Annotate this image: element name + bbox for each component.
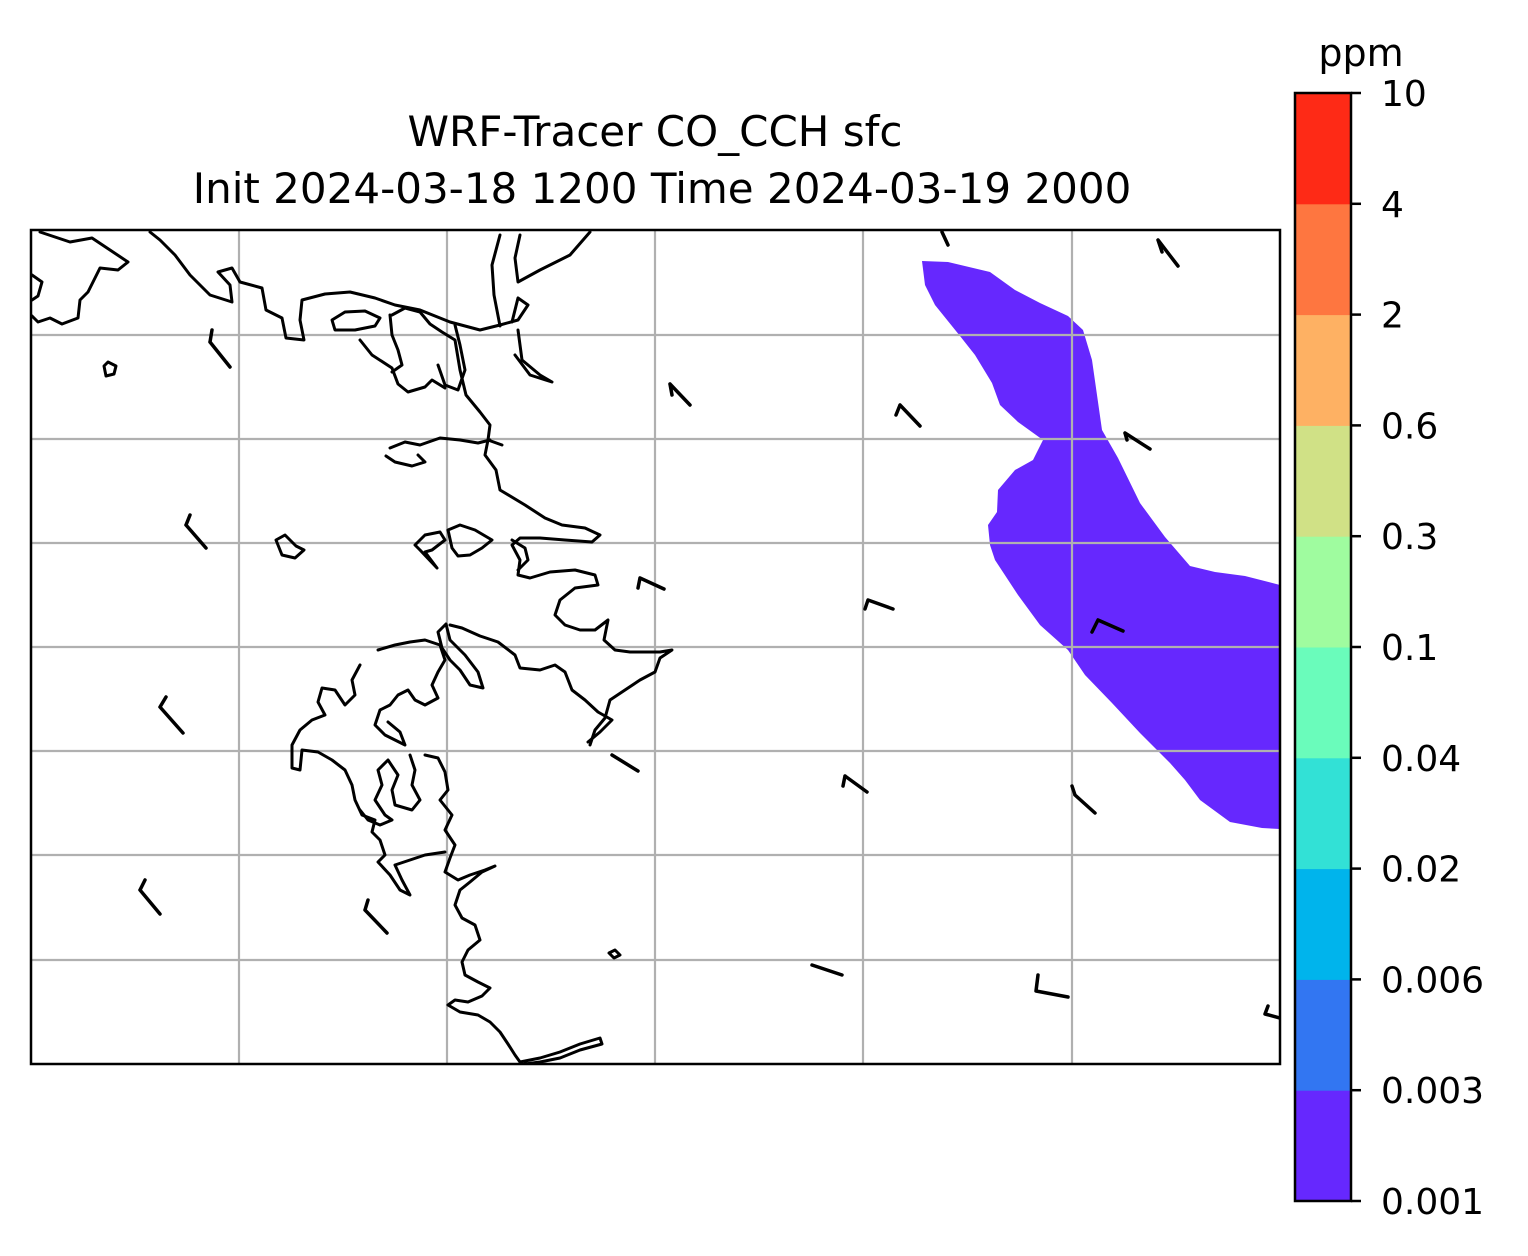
coastline-northwest bbox=[31, 230, 130, 326]
wind-barb bbox=[1090, 618, 1125, 634]
wind-barb bbox=[610, 753, 640, 773]
colorbar-tick-label: 0.006 bbox=[1381, 960, 1484, 1001]
colorbar: ppm 0.001 0.003 0.006 0.02 0.04 0.1 0.3 0.6 2 4 10 bbox=[1293, 31, 1484, 1223]
coastline-islands-central bbox=[274, 436, 530, 572]
colorbar-tick-label: 10 bbox=[1381, 74, 1427, 115]
map-panel bbox=[29, 228, 1282, 1066]
wind-barb bbox=[863, 598, 895, 611]
wind-barb bbox=[208, 328, 232, 369]
wind-barbs bbox=[138, 230, 1280, 1020]
colorbar-tick-label: 0.6 bbox=[1381, 406, 1438, 447]
wind-barb bbox=[1156, 238, 1180, 268]
colorbar-tick-label: 0.02 bbox=[1381, 850, 1461, 891]
title-line-2: Init 2024-03-18 1200 Time 2024-03-19 200… bbox=[193, 164, 1132, 213]
colorbar-segment bbox=[1295, 203, 1351, 316]
colorbar-frame bbox=[1293, 91, 1353, 1203]
wind-barb bbox=[1034, 973, 1070, 999]
coastline-small-island-west bbox=[102, 360, 118, 378]
coastline-southern-mainland bbox=[436, 622, 614, 744]
colorbar-segment bbox=[1295, 647, 1351, 759]
wind-barb bbox=[810, 963, 844, 977]
wind-barb bbox=[1263, 1004, 1280, 1020]
colorbar-segment bbox=[1295, 1090, 1351, 1202]
colorbar-segments bbox=[1295, 93, 1351, 1202]
wind-barb bbox=[1070, 784, 1097, 815]
colorbar-ticks: 0.001 0.003 0.006 0.02 0.04 0.1 0.3 0.6 2 4 10 bbox=[1351, 74, 1484, 1223]
colorbar-segment bbox=[1295, 757, 1351, 870]
wind-barb bbox=[894, 403, 922, 428]
coastline-northwest-2 bbox=[31, 273, 44, 302]
colorbar-tick-label: 2 bbox=[1381, 296, 1404, 337]
colorbar-tick-label: 0.003 bbox=[1381, 1071, 1484, 1112]
wind-barb bbox=[158, 695, 185, 735]
colorbar-tick-label: 4 bbox=[1381, 185, 1404, 226]
wind-barb bbox=[138, 878, 162, 916]
wind-barb bbox=[1123, 431, 1152, 451]
colorbar-segment bbox=[1295, 425, 1351, 537]
coastline-southwest-peninsula bbox=[290, 638, 447, 897]
colorbar-tick-label: 0.001 bbox=[1381, 1182, 1484, 1223]
wind-barb bbox=[940, 230, 950, 247]
coastline-small-island-south bbox=[607, 948, 622, 960]
gridlines bbox=[31, 230, 1280, 1064]
colorbar-tick-label: 0.1 bbox=[1381, 628, 1438, 669]
coastlines bbox=[31, 230, 674, 1064]
coastline-island-north bbox=[330, 309, 382, 332]
colorbar-tick-label: 0.3 bbox=[1381, 517, 1438, 558]
map-frame bbox=[29, 228, 1282, 1066]
coastline-inner-bays bbox=[358, 306, 554, 447]
colorbar-segment bbox=[1295, 868, 1351, 980]
wind-barb bbox=[668, 382, 692, 407]
coastline-north-mainland bbox=[148, 230, 530, 342]
title-line-1: WRF-Tracer CO_CCH sfc bbox=[408, 107, 903, 156]
colorbar-segment bbox=[1295, 536, 1351, 648]
wind-barb bbox=[363, 898, 389, 935]
colorbar-unit-label: ppm bbox=[1318, 31, 1403, 75]
colorbar-segment bbox=[1295, 979, 1351, 1091]
coastline-southern-arm-inner bbox=[358, 753, 422, 827]
wind-barb bbox=[184, 513, 208, 550]
coastline-south-coast bbox=[518, 1036, 604, 1064]
colorbar-segment bbox=[1295, 314, 1351, 426]
wind-barb bbox=[841, 774, 869, 794]
tracer-plume-region bbox=[922, 261, 1280, 829]
coastline-southern-arm bbox=[423, 753, 522, 1064]
colorbar-segment bbox=[1295, 93, 1351, 205]
wind-barb bbox=[636, 576, 666, 591]
coastline-central-arm bbox=[388, 313, 674, 747]
colorbar-tick-label: 0.04 bbox=[1381, 739, 1461, 780]
